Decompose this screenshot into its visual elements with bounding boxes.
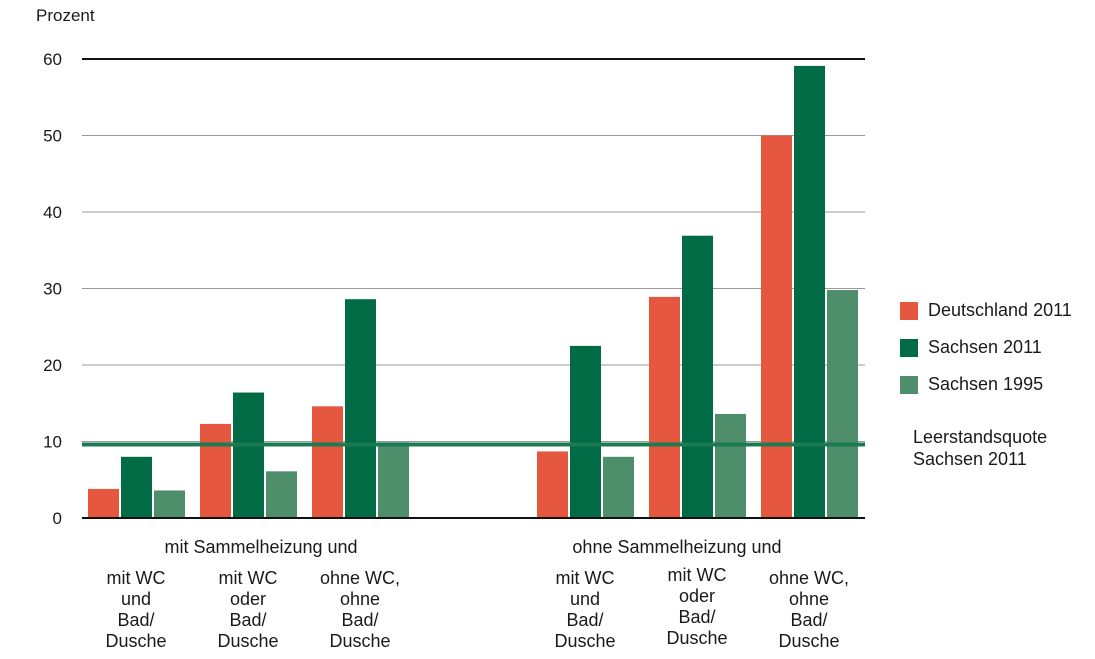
category-label: mit WC und Bad/Dusche <box>81 568 191 652</box>
bar <box>715 413 746 518</box>
y-tick-label: 60 <box>43 50 62 69</box>
category-label-line: Dusche <box>666 628 728 648</box>
category-label-line: Dusche <box>217 631 279 651</box>
bar <box>682 235 713 518</box>
bar <box>345 299 376 518</box>
reference-line-label-line2: Sachsen 2011 <box>913 449 1027 469</box>
legend-swatch-sachsen-1995 <box>900 375 918 394</box>
bar <box>121 456 152 518</box>
legend-swatch-deutschland-2011 <box>900 301 918 320</box>
bar <box>570 345 601 518</box>
category-label-line: mit WC <box>106 568 166 588</box>
bar <box>378 442 409 518</box>
category-label-line: oder <box>678 586 716 606</box>
category-label-line: mit WC <box>667 565 727 585</box>
category-label: ohne WC, ohne Bad/Dusche <box>754 568 864 652</box>
y-tick-label: 0 <box>53 509 62 528</box>
category-label-line: Dusche <box>329 631 391 651</box>
category-label-line: und <box>120 589 152 609</box>
y-tick-label: 30 <box>43 280 62 299</box>
category-label-line: ohne WC, <box>768 568 850 588</box>
legend-label: Sachsen 2011 <box>928 337 1042 357</box>
reference-line-label: Leerstandsquote Sachsen 2011 <box>913 426 1047 470</box>
category-label-line: oder <box>229 589 267 609</box>
category-label-line: Bad/ <box>790 610 828 630</box>
category-label-line: Dusche <box>778 631 840 651</box>
category-label: mit WC oder Bad/Dusche <box>642 565 752 649</box>
y-tick-label: 10 <box>43 433 62 452</box>
category-label-line: mit WC <box>555 568 615 588</box>
category-label-line: Bad/ <box>678 607 716 627</box>
category-label-line: Dusche <box>105 631 167 651</box>
bar <box>537 451 568 518</box>
group-label: mit Sammelheizung und <box>164 537 358 557</box>
legend-swatch-sachsen-2011 <box>900 338 918 357</box>
legend-label: Sachsen 1995 <box>928 374 1044 394</box>
bar <box>761 135 792 518</box>
category-label-line: und <box>569 589 601 609</box>
category-label-line: ohne WC, <box>319 568 401 588</box>
bar <box>266 471 297 518</box>
legend-item-sachsen-1995: Sachsen 1995 <box>900 366 1072 403</box>
bar <box>649 296 680 518</box>
legend-item-sachsen-2011: Sachsen 2011 <box>900 329 1072 366</box>
bar <box>312 406 343 518</box>
bar <box>233 392 264 518</box>
y-tick-label: 20 <box>43 356 62 375</box>
bar <box>88 488 119 518</box>
legend-item-deutschland-2011: Deutschland 2011 <box>900 292 1072 329</box>
bar <box>603 456 634 518</box>
legend-label: Deutschland 2011 <box>928 300 1072 320</box>
group-label: ohne Sammelheizung und <box>572 537 782 557</box>
category-label: mit WC und Bad/Dusche <box>530 568 640 652</box>
category-label: mit WC oder Bad/Dusche <box>193 568 303 652</box>
legend: Deutschland 2011 Sachsen 2011 Sachsen 19… <box>900 292 1072 403</box>
category-label-line: ohne <box>788 589 830 609</box>
category-label-line: Bad/ <box>229 610 267 630</box>
bar <box>200 423 231 518</box>
category-label-line: Bad/ <box>117 610 155 630</box>
bar <box>154 490 185 518</box>
bar <box>827 290 858 518</box>
y-tick-label: 40 <box>43 203 62 222</box>
category-label-line: mit WC <box>218 568 278 588</box>
reference-line-label-line1: Leerstandsquote <box>913 427 1048 447</box>
category-label-line: ohne <box>339 589 381 609</box>
category-label-line: Dusche <box>554 631 616 651</box>
y-axis-label: Prozent <box>36 6 95 25</box>
category-label-line: Bad/ <box>566 610 604 630</box>
category-label-line: Bad/ <box>341 610 379 630</box>
category-label: ohne WC, ohne Bad/Dusche <box>305 568 415 652</box>
bar <box>794 65 825 518</box>
y-tick-label: 50 <box>43 127 62 146</box>
